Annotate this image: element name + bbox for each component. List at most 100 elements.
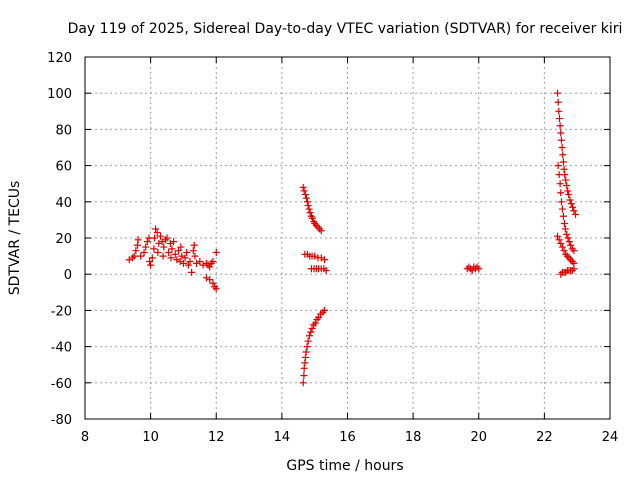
data-point <box>303 343 311 351</box>
data-point <box>148 254 156 262</box>
data-point <box>178 252 186 260</box>
data-point <box>175 247 183 255</box>
data-point <box>562 250 570 258</box>
data-point <box>202 274 210 282</box>
data-point <box>556 180 564 188</box>
data-point <box>132 247 140 255</box>
data-point <box>303 198 311 206</box>
data-point <box>302 191 309 199</box>
data-point <box>129 254 137 262</box>
data-point <box>161 236 169 244</box>
data-point <box>188 268 196 276</box>
series-cluster-15h <box>299 183 330 387</box>
x-tick-label: 24 <box>602 430 619 445</box>
chart-title: Day 119 of 2025, Sidereal Day-to-day VTE… <box>68 21 623 37</box>
data-point <box>160 243 168 251</box>
data-point <box>300 187 308 195</box>
data-point <box>150 245 158 253</box>
data-point <box>177 243 185 251</box>
data-point <box>146 258 154 266</box>
data-point <box>564 234 572 242</box>
grid <box>85 57 610 419</box>
y-tick-label: 60 <box>55 160 72 175</box>
data-point <box>189 247 197 255</box>
data-point <box>554 232 561 240</box>
data-point <box>184 261 192 269</box>
data-point <box>152 225 160 233</box>
data-point <box>159 252 167 260</box>
data-point <box>565 254 573 262</box>
y-tick-label: 0 <box>64 268 72 283</box>
data-point <box>301 359 309 367</box>
data-point <box>559 151 567 159</box>
data-point <box>556 122 564 130</box>
data-point <box>554 98 562 106</box>
data-point <box>311 319 319 327</box>
data-point <box>317 254 325 262</box>
data-point <box>316 225 324 233</box>
series-cluster-23h <box>554 89 580 278</box>
series-cluster-10h <box>125 225 220 293</box>
data-point <box>209 279 217 287</box>
data-point <box>308 325 316 332</box>
data-point <box>562 176 570 184</box>
data-point <box>305 332 313 340</box>
data-point <box>558 144 566 151</box>
data-point <box>212 248 220 256</box>
data-point <box>313 315 321 323</box>
data-point <box>134 236 142 244</box>
y-tick-label: 120 <box>47 51 72 66</box>
data-point <box>555 236 563 244</box>
data-point <box>317 227 325 235</box>
data-point <box>158 238 166 246</box>
y-tick-labels: -80 -60 -40 -20 0 20 40 60 80 100 120 <box>47 51 72 428</box>
data-point <box>165 248 173 256</box>
x-tick-label: 18 <box>405 430 422 445</box>
data-point <box>570 247 578 255</box>
data-point <box>557 198 565 206</box>
data-point <box>176 258 184 266</box>
data-point <box>147 261 155 269</box>
data-point <box>561 225 569 233</box>
data-point <box>563 182 571 190</box>
data-point <box>565 191 573 199</box>
data-point <box>134 241 141 249</box>
x-tick-label: 16 <box>339 430 356 445</box>
data-point <box>212 285 220 293</box>
data-point <box>191 252 199 260</box>
data-point <box>186 258 194 266</box>
data-point <box>306 209 314 217</box>
data-point <box>322 267 330 275</box>
data-point <box>570 207 578 215</box>
data-point <box>559 212 567 220</box>
data-point <box>173 256 181 264</box>
data-point <box>560 165 568 173</box>
data-point <box>153 229 161 237</box>
data-point <box>304 337 312 345</box>
data-point <box>167 254 175 262</box>
data-point <box>554 89 561 97</box>
data-point <box>302 353 309 361</box>
data-point <box>567 200 575 208</box>
data-point <box>560 220 568 228</box>
data-point <box>190 241 198 249</box>
data-point <box>156 232 164 240</box>
data-point <box>163 234 171 242</box>
data-point <box>179 259 187 267</box>
data-point <box>171 250 179 258</box>
data-point <box>557 189 565 197</box>
data-point <box>568 258 576 266</box>
data-point <box>564 187 572 195</box>
data-point <box>468 267 476 275</box>
data-point <box>563 230 571 238</box>
data-point <box>193 259 201 267</box>
x-tick-label: 20 <box>470 430 487 445</box>
x-tick-label: 14 <box>274 430 291 445</box>
data-point <box>321 256 329 264</box>
y-tick-label: 40 <box>55 196 72 211</box>
y-tick-label: -40 <box>51 341 72 356</box>
data-point <box>170 238 178 246</box>
x-tick-label: 10 <box>142 430 159 445</box>
data-point <box>302 348 310 356</box>
